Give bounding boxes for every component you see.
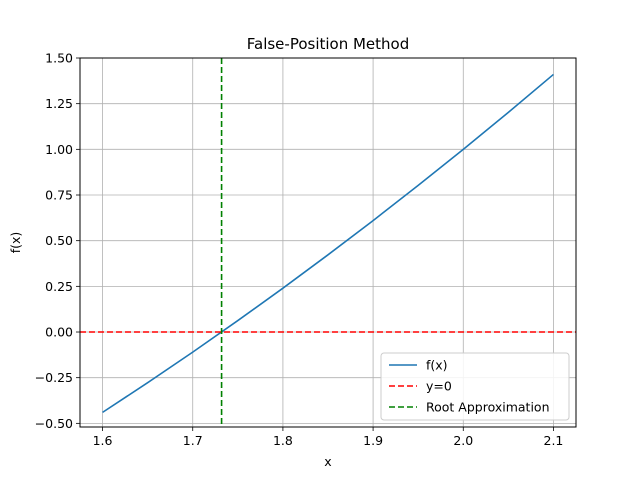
y-axis-label: f(x) <box>8 232 23 254</box>
legend: f(x) y=0 Root Approximation <box>380 352 570 421</box>
x-tick-label: 1.8 <box>273 433 293 448</box>
plot-frame <box>79 57 577 428</box>
y-tick-label: 1.25 <box>45 96 73 111</box>
legend-label: f(x) <box>426 358 448 373</box>
y-tick-label: 0.50 <box>45 233 73 248</box>
y-tick-label: 0.25 <box>45 279 73 294</box>
x-tick-label: 1.6 <box>93 433 113 448</box>
y-tick-label: −0.25 <box>35 370 73 385</box>
legend-box <box>380 352 570 421</box>
y-tick-label: 1.50 <box>45 51 73 66</box>
fx-curve <box>102 73 554 414</box>
plot-lines <box>80 58 576 427</box>
y-tick-label: −0.50 <box>35 416 73 431</box>
legend-label: Root Approximation <box>426 400 550 415</box>
x-tick-label: 2.1 <box>544 433 564 448</box>
y-tick-label: 0.75 <box>45 188 73 203</box>
y-tick-label: 1.00 <box>45 142 73 157</box>
x-axis-label: x <box>324 454 331 469</box>
x-tick-label: 2.0 <box>453 433 473 448</box>
x-tick-label: 1.7 <box>183 433 203 448</box>
x-tick-label: 1.9 <box>363 433 383 448</box>
chart-title: False-Position Method <box>247 35 410 53</box>
legend-label: y=0 <box>426 379 452 394</box>
y-tick-label: 0.00 <box>45 325 73 340</box>
axis-ticks: 1.6 1.7 1.8 1.9 2.0 2.1 −0.50 −0.25 0.00 0.25 0.50… <box>35 51 564 449</box>
